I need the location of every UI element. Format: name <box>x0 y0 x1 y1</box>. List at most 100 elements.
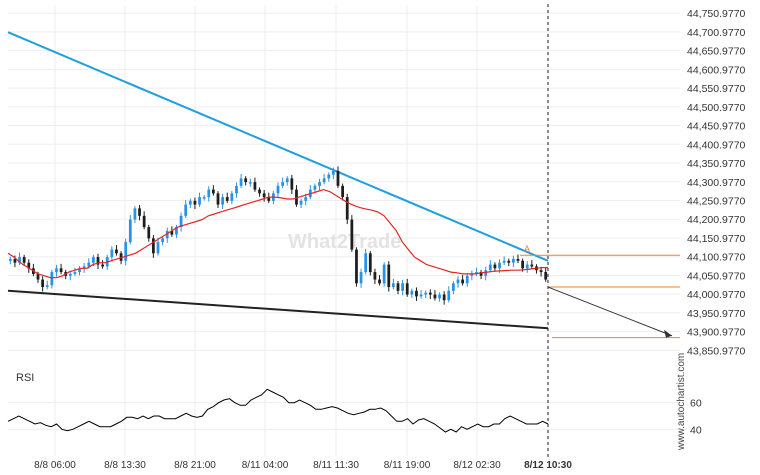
candle-body <box>133 208 137 220</box>
candle-body <box>355 249 358 284</box>
x-tick-label: 8/11 19:00 <box>384 460 431 471</box>
candle-body <box>188 200 192 205</box>
candle-body <box>142 215 146 228</box>
candle-body <box>230 193 234 201</box>
y-tick-label: 44,100.9770 <box>687 252 746 264</box>
candle-body <box>401 283 404 291</box>
candle-body <box>322 178 326 183</box>
candle-body <box>45 285 49 288</box>
candle-body <box>488 264 492 271</box>
price-axis: 44,750.9770 44,700.9770 44,650.9770 44,600.… <box>687 8 746 436</box>
candle-body <box>438 294 441 299</box>
candle-body <box>364 253 368 273</box>
y-tick-label: 44,650.9770 <box>687 46 746 58</box>
candle-body <box>73 272 77 274</box>
candle-body <box>516 258 520 261</box>
y-tick-label: 44,500.9770 <box>687 102 746 114</box>
candle-body <box>447 290 451 301</box>
x-tick-label: 8/11 11:30 <box>313 460 359 471</box>
candle-body <box>456 279 460 284</box>
x-tick-label: 8/8 13:30 <box>104 460 146 471</box>
rsi-panel: RSI <box>7 372 549 433</box>
candle-body <box>179 215 183 228</box>
candle-body <box>405 283 409 295</box>
candle-body <box>410 290 414 295</box>
candle-body <box>82 266 86 269</box>
y-tick-label: 44,400.9770 <box>687 139 746 151</box>
candle-body <box>442 294 446 301</box>
candle-body <box>359 272 363 284</box>
candle-body <box>452 283 455 291</box>
candle-body <box>304 197 308 201</box>
x-tick-label: 8/8 21:00 <box>174 460 216 471</box>
candle-body <box>128 219 132 243</box>
y-tick-label: 43,950.9770 <box>687 308 746 320</box>
pattern-lines <box>7 31 549 330</box>
candle-body <box>258 189 261 194</box>
candle-body <box>392 283 395 288</box>
watermark: What2Trade <box>288 231 401 253</box>
y-tick-label: 44,350.9770 <box>687 158 746 170</box>
resistance-line <box>7 31 549 262</box>
candle-body <box>225 197 229 201</box>
pattern-marker: A <box>524 244 530 254</box>
annotations: A <box>520 4 680 460</box>
candle-body <box>299 200 303 205</box>
candle-body <box>419 294 423 297</box>
candle-body <box>59 268 63 273</box>
y-tick-label: 44,050.9770 <box>687 270 746 282</box>
x-tick-label: 8/8 06:00 <box>34 460 76 471</box>
candle-body <box>87 262 91 267</box>
candle-body <box>544 272 548 280</box>
candle-body <box>479 272 483 276</box>
y-tick-label: 44,600.9770 <box>687 64 746 76</box>
y-tick-label: 44,150.9770 <box>687 233 746 245</box>
candle-body <box>147 227 151 239</box>
y-tick-label: 44,750.9770 <box>687 8 746 20</box>
candle-body <box>216 193 220 205</box>
candle-body <box>36 273 40 280</box>
candle-body <box>119 253 123 261</box>
candle-body <box>244 178 248 183</box>
candle-body <box>396 283 400 291</box>
candle-body <box>239 178 243 186</box>
y-tick-label: 44,550.9770 <box>687 83 746 95</box>
candle-body <box>484 270 488 276</box>
candle-body <box>27 262 31 269</box>
y-tick-label: 44,250.9770 <box>687 195 746 207</box>
x-tick-label: 8/11 04:00 <box>242 460 289 471</box>
candle-body <box>318 182 321 186</box>
candle-body <box>138 208 141 216</box>
y-tick-label: 44,700.9770 <box>687 27 746 39</box>
candle-body <box>332 170 335 175</box>
brand-label: www.autochartist.com <box>676 353 687 451</box>
candle-body <box>350 219 354 250</box>
candle-body <box>8 258 12 261</box>
candle-body <box>212 189 215 194</box>
rsi-title: RSI <box>16 372 34 384</box>
candle-body <box>345 197 349 220</box>
candle-body <box>295 189 298 205</box>
candle-body <box>428 292 432 295</box>
candle-body <box>13 258 17 263</box>
candle-body <box>502 260 506 263</box>
candle-body <box>248 182 252 184</box>
y-tick-label: 44,300.9770 <box>687 177 746 189</box>
candle-body <box>96 257 100 265</box>
y-tick-label: 43,850.9770 <box>687 345 746 357</box>
y-tick-label: 44,200.9770 <box>687 214 746 226</box>
candle-body <box>55 268 58 273</box>
time-axis: 8/8 06:00 8/8 13:30 8/8 21:00 8/11 04:00 8/1… <box>34 460 572 471</box>
candle-body <box>373 272 377 280</box>
candle-body <box>115 249 118 254</box>
candle-body <box>507 260 511 263</box>
projection-arrowhead <box>664 329 672 338</box>
y-tick-label: 43,900.9770 <box>687 327 746 339</box>
y-tick-label: 44,450.9770 <box>687 121 746 133</box>
candles <box>8 166 548 305</box>
candle-body <box>530 264 534 267</box>
candle-body <box>290 178 294 190</box>
x-tick-label: 8/12 10:30 <box>524 460 572 471</box>
rsi-line <box>7 388 549 433</box>
support-line <box>7 289 549 330</box>
